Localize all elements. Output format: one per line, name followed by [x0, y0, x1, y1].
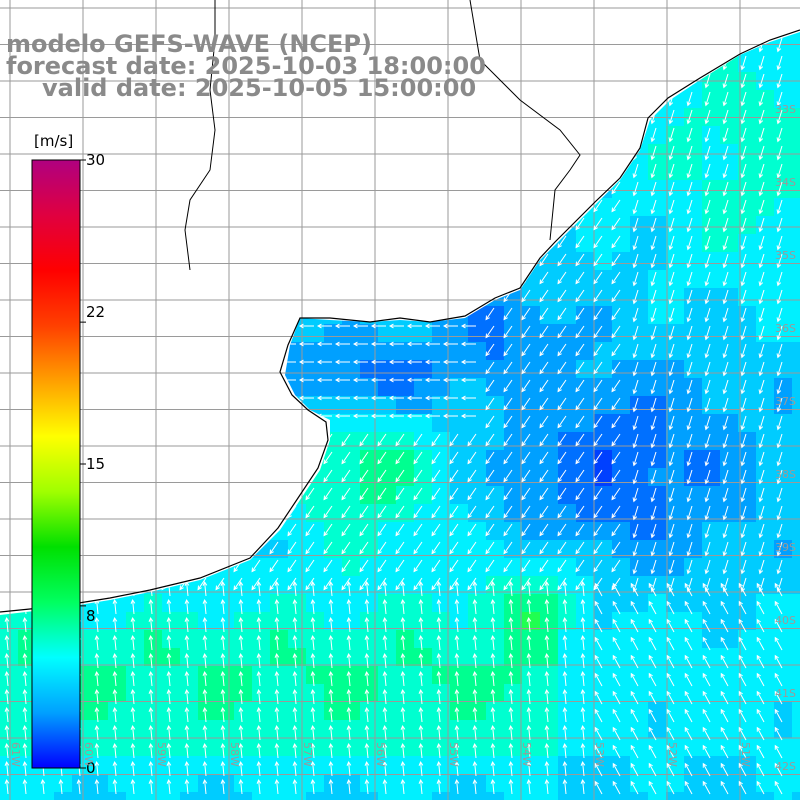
- colorbar-tick-22: 22: [86, 303, 106, 321]
- colorbar: [31, 159, 81, 769]
- latitude-label: 34S: [775, 175, 796, 189]
- latitude-label: 37S: [775, 394, 796, 408]
- longitude-label: 57W: [301, 742, 314, 767]
- model-title: modelo GEFS-WAVE (NCEP): [6, 30, 372, 58]
- longitude-label: 56W: [374, 742, 387, 767]
- latitude-label: 36S: [775, 321, 796, 335]
- longitude-label: 54W: [520, 742, 533, 767]
- forecast-date: forecast date: 2025-10-03 18:00:00: [6, 52, 486, 80]
- coastline: [0, 29, 800, 613]
- latitude-label: 35S: [775, 248, 796, 262]
- river-line: [184, 0, 216, 271]
- latitude-label: 40S: [775, 613, 796, 627]
- colorbar-tick-30: 30: [86, 151, 106, 169]
- longitude-label: 61W: [9, 742, 22, 767]
- longitude-label: 53W: [593, 742, 606, 767]
- longitude-label: 55W: [447, 742, 460, 767]
- longitude-label: 51W: [739, 742, 752, 767]
- colorbar-tick-8: 8: [86, 607, 96, 625]
- valid-date: valid date: 2025-10-05 15:00:00: [42, 74, 477, 102]
- latitude-label: 38S: [775, 467, 796, 481]
- latitude-label: 41S: [775, 686, 796, 700]
- colorbar-tick-0: 0: [86, 759, 96, 777]
- latitude-label: 39S: [775, 540, 796, 554]
- longitude-label: 60W: [82, 742, 95, 767]
- latitude-label: 33S: [775, 102, 796, 116]
- colorbar-unit: [m/s]: [34, 132, 74, 150]
- border-line: [469, 0, 581, 241]
- longitude-label: 52W: [666, 742, 679, 767]
- colorbar-tick-15: 15: [86, 455, 106, 473]
- longitude-label: 59W: [155, 742, 168, 767]
- latitude-label: 42S: [775, 759, 796, 773]
- longitude-label: 58W: [228, 742, 241, 767]
